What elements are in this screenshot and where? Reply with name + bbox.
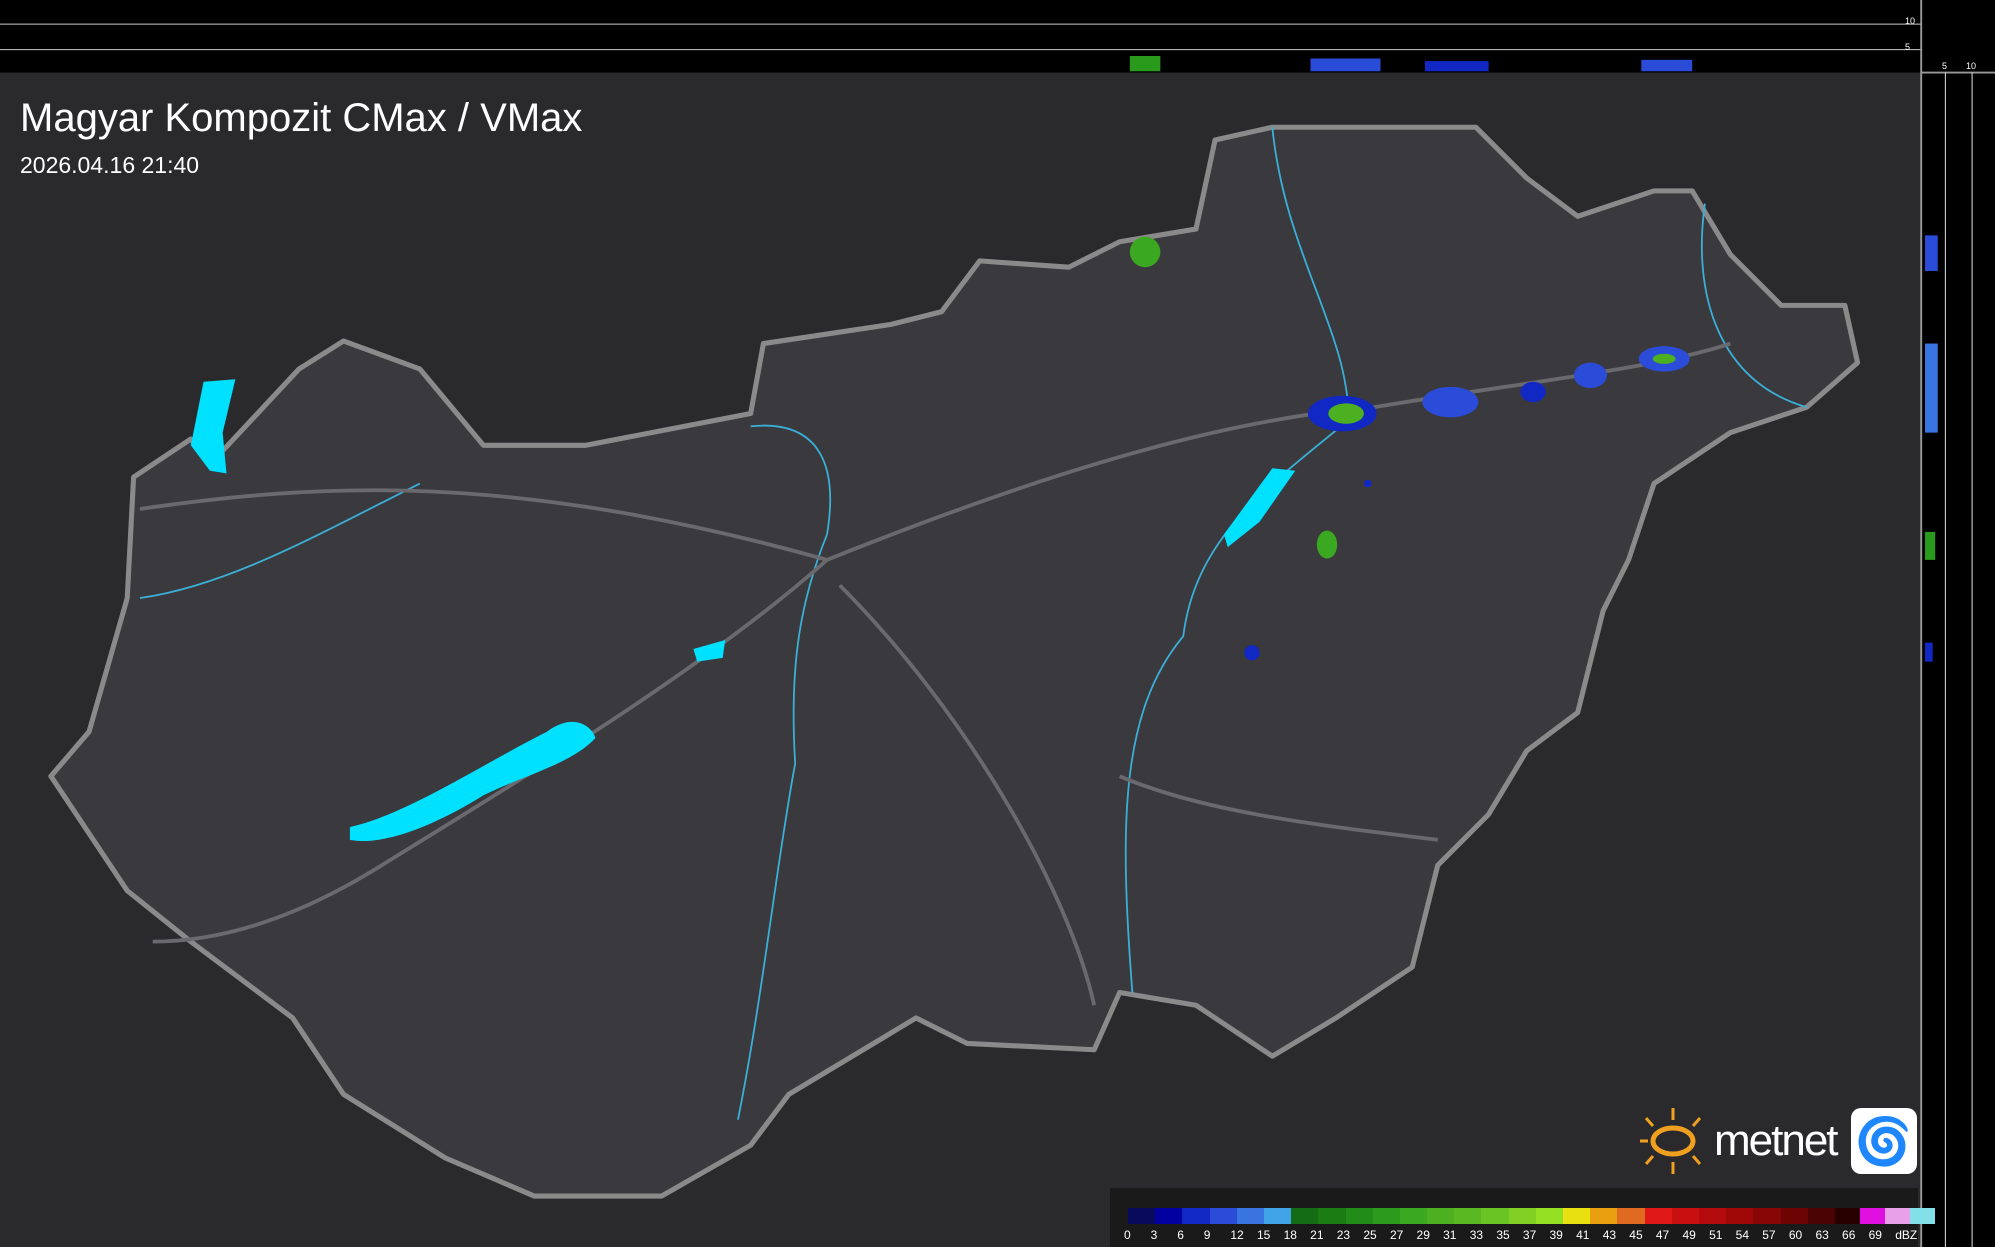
map-timestamp: 2026.04.16 21:40 (20, 152, 200, 178)
legend-label: 41 (1576, 1228, 1590, 1242)
legend-swatch (1698, 1208, 1727, 1224)
legend-swatch (1372, 1208, 1400, 1224)
legend-label: 21 (1310, 1228, 1324, 1242)
legend-swatch (1399, 1208, 1428, 1224)
lake-tisza (1223, 468, 1296, 548)
legend-label: 25 (1363, 1228, 1377, 1242)
legend-swatch (1644, 1208, 1672, 1224)
legend-swatch (1128, 1208, 1156, 1224)
legend-label: 63 (1815, 1228, 1829, 1242)
legend-labels: 0 3 6 9 12 15 18 21 23 25 27 29 31 33 35 37 39 41 43 45 47 49… (1124, 1228, 1922, 1242)
legend-label: 37 (1522, 1228, 1537, 1242)
lake-balaton (349, 721, 596, 842)
legend-swatch (1671, 1208, 1699, 1224)
legend-swatch (1155, 1208, 1183, 1224)
profile-echoes (1129, 55, 1938, 662)
legend-label: 3 (1150, 1228, 1158, 1242)
legend-swatch (1182, 1208, 1210, 1224)
legend-label: 27 (1389, 1228, 1404, 1242)
legend-swatch (1780, 1208, 1808, 1224)
legend-label: 6 (1177, 1228, 1184, 1242)
right-tick-10: 10 (1966, 61, 1977, 71)
legend-label: 47 (1655, 1228, 1670, 1242)
legend-label: 69 (1868, 1228, 1882, 1242)
legend-label: 29 (1416, 1228, 1430, 1242)
legend-swatch (1535, 1208, 1563, 1224)
legend-swatch (1236, 1208, 1264, 1224)
legend-swatch (1291, 1208, 1319, 1224)
legend-swatch (1909, 1208, 1935, 1224)
legend-swatch (1563, 1208, 1591, 1224)
legend-unit: dBZ (1895, 1228, 1918, 1242)
legend-swatch (1834, 1208, 1860, 1224)
legend-swatch (1454, 1208, 1482, 1224)
sun-icon (1640, 1108, 1702, 1174)
dbz-legend: 0 3 6 9 12 15 18 21 23 25 27 29 31 33 35 37 39 41 43 45 47 49… (1110, 1188, 1935, 1247)
metnet-logo: metnet 🌀 (1638, 1106, 1917, 1176)
legend-swatch (1481, 1208, 1509, 1224)
brand-name: metnet (1714, 1116, 1839, 1165)
legend-label: 60 (1788, 1228, 1803, 1242)
legend-label: 35 (1496, 1228, 1510, 1242)
legend-label: 31 (1443, 1228, 1457, 1242)
legend-swatch (1209, 1208, 1237, 1224)
legend-swatch (1807, 1208, 1835, 1224)
legend-swatch (1590, 1208, 1618, 1224)
legend-swatch (1508, 1208, 1536, 1224)
legend-label: 57 (1762, 1228, 1776, 1242)
legend-swatch (1263, 1208, 1292, 1224)
legend-swatch (1345, 1208, 1373, 1224)
legend-swatch (1318, 1208, 1346, 1224)
side-profile-panel (1921, 0, 1995, 1247)
lake-ferto (190, 379, 236, 474)
lakes (190, 379, 1296, 842)
app-swirl-icon: 🌀 (1850, 1108, 1917, 1174)
legend-color-bar (1128, 1208, 1935, 1224)
right-tick-5: 5 (1942, 61, 1948, 71)
lake-velence (693, 640, 726, 662)
legend-label: 15 (1256, 1228, 1271, 1242)
legend-label: 39 (1549, 1228, 1563, 1242)
legend-label: 23 (1336, 1228, 1351, 1242)
legend-label: 43 (1602, 1228, 1617, 1242)
legend-swatch (1753, 1208, 1781, 1224)
legend-label: 33 (1469, 1228, 1484, 1242)
top-tick-5: 5 (1905, 42, 1911, 52)
legend-label: 18 (1283, 1228, 1297, 1242)
legend-label: 54 (1735, 1228, 1750, 1242)
legend-swatch (1726, 1208, 1754, 1224)
roads (139, 341, 1731, 1006)
legend-swatch (1427, 1208, 1455, 1224)
legend-swatch (1859, 1208, 1885, 1224)
map-title: Magyar Kompozit CMax / VMax (20, 96, 583, 140)
legend-label: 66 (1842, 1228, 1856, 1242)
legend-swatch (1617, 1208, 1645, 1224)
top-profile-panel (0, 0, 1922, 73)
legend-label: 12 (1230, 1228, 1244, 1242)
legend-swatch (1884, 1208, 1910, 1224)
legend-label: 9 (1203, 1228, 1211, 1242)
legend-label: 49 (1682, 1228, 1696, 1242)
top-tick-10: 10 (1905, 16, 1916, 26)
radar-echoes (1129, 236, 1690, 661)
legend-label: 51 (1709, 1228, 1723, 1242)
hungary-outline (48, 124, 1861, 1199)
legend-label: 0 (1124, 1228, 1131, 1242)
legend-label: 45 (1629, 1228, 1643, 1242)
